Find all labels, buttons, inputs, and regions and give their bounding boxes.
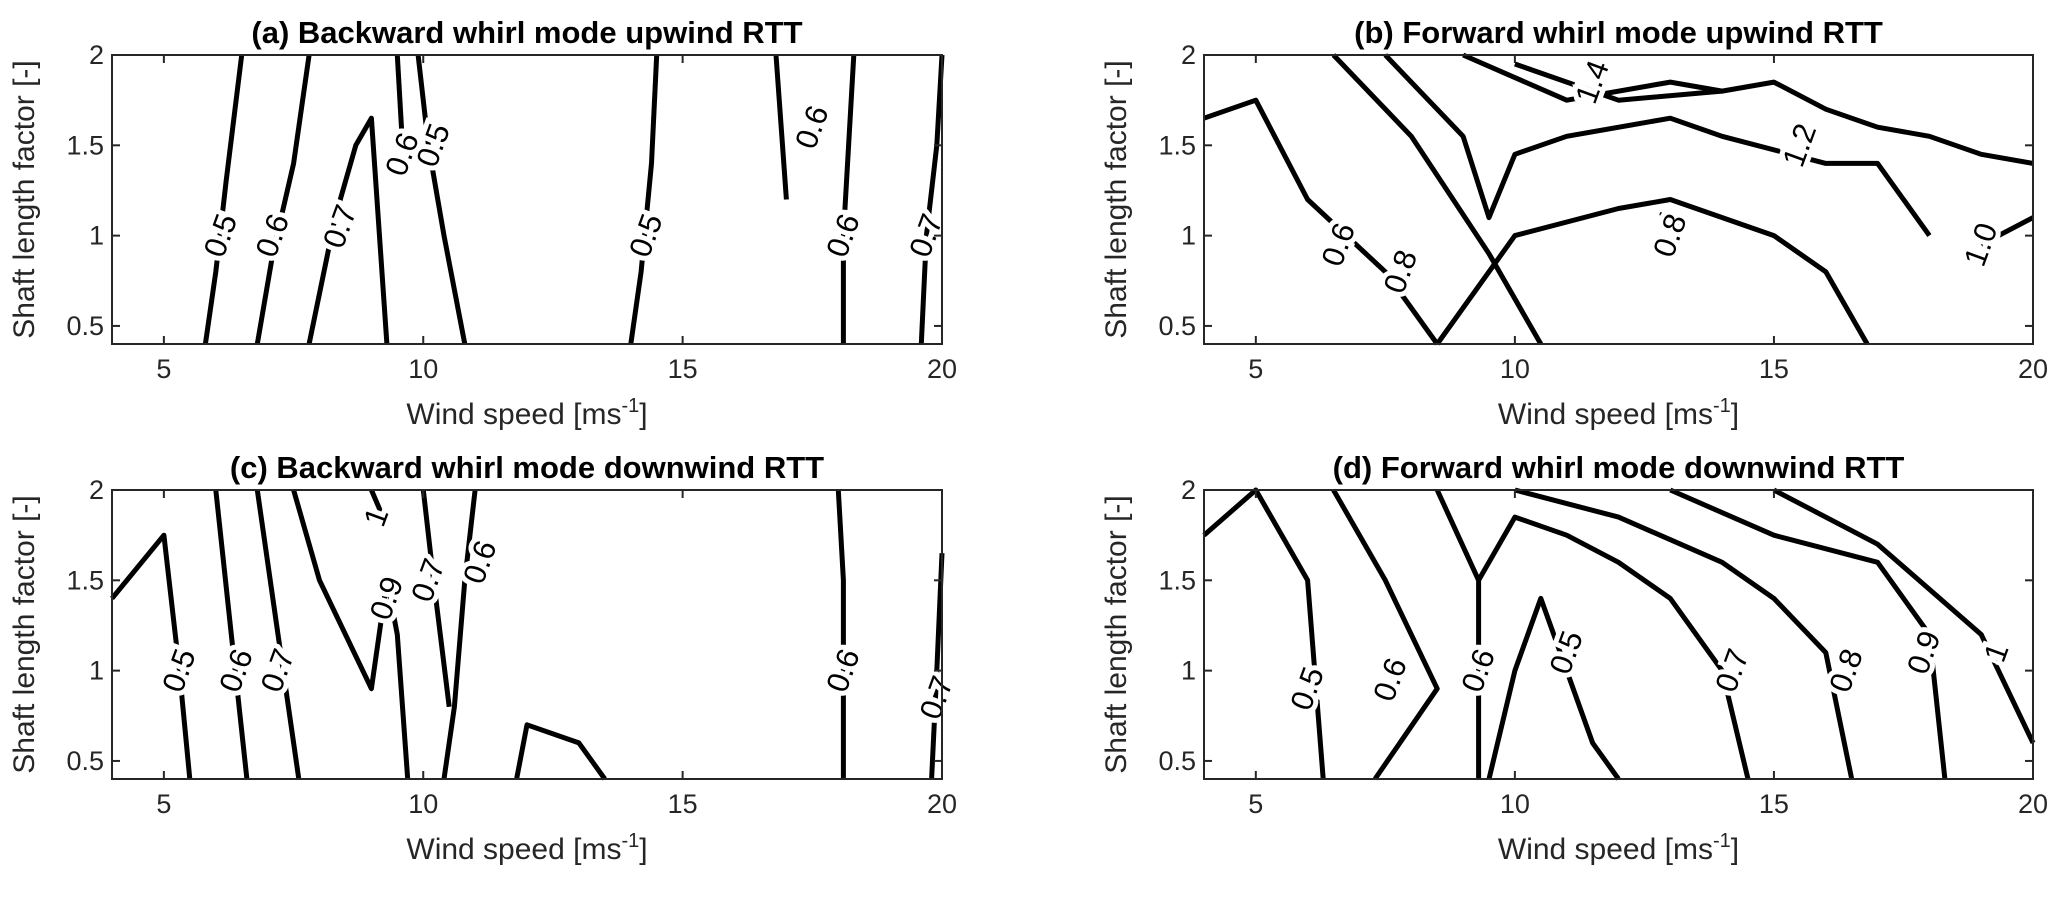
y-tick-label: 0.5	[1158, 746, 1196, 776]
contour-line-0.5	[628, 54, 660, 345]
x-tick-label: 10	[408, 789, 438, 819]
chart-title: (a) Backward whirl mode upwind RTT	[251, 15, 802, 50]
contour-line-0.5	[1202, 487, 1326, 780]
contour-line-unlabeled	[514, 722, 607, 781]
contour-line-0.9	[1669, 487, 1948, 780]
y-axis-label: Shaft length factor [-]	[1100, 60, 1133, 338]
y-tick-label: 1	[89, 656, 104, 686]
x-tick-label: 10	[1500, 354, 1530, 384]
y-tick-label: 0.5	[66, 311, 104, 341]
x-tick-label: 15	[1759, 354, 1789, 384]
contour-line-0.5	[110, 532, 193, 780]
contour-line-0.6	[1331, 488, 1440, 781]
contour-line-0.8	[1435, 197, 1870, 346]
plot-area	[111, 54, 943, 345]
x-tick-label: 5	[1248, 789, 1263, 819]
contour-line-0.9	[291, 489, 411, 780]
contour-line-1	[1772, 487, 2036, 744]
y-axis-label: Shaft length factor [-]	[1100, 495, 1133, 773]
chart-title: (c) Backward whirl mode downwind RTT	[230, 450, 824, 485]
contour-line-0.7	[306, 115, 390, 345]
contour-line-1.0	[1980, 215, 2035, 247]
plot-area	[1203, 54, 2034, 345]
y-tick-label: 1.5	[1158, 565, 1196, 595]
y-tick-label: 1.5	[66, 565, 104, 595]
contour-line-0.6	[840, 54, 857, 344]
x-tick-label: 20	[927, 789, 957, 819]
panel-d: 0.5 0.6 0.6 0.5 0.7 0.8 0.9 15 10 15 200.511.52(d)…	[1100, 450, 2048, 866]
x-tick-label: 20	[2018, 789, 2048, 819]
contour-line-0.8	[1331, 53, 1543, 346]
y-tick-label: 1.5	[66, 130, 104, 160]
x-tick-label: 20	[927, 354, 957, 384]
contour-line-0.6	[773, 54, 789, 200]
chart-title: (b) Forward whirl mode upwind RTT	[1354, 15, 1883, 50]
contour-line-0.6	[1203, 97, 1440, 346]
contour-line-0.7	[1476, 514, 1751, 780]
x-tick-label: 5	[156, 789, 171, 819]
y-tick-label: 1	[1181, 656, 1196, 686]
contour-line-0.6	[394, 54, 405, 146]
axes-border	[111, 54, 943, 345]
y-tick-label: 1.5	[1158, 130, 1196, 160]
y-tick-label: 1	[89, 221, 104, 251]
y-tick-label: 1	[1181, 221, 1196, 251]
axes-border	[1203, 489, 2034, 780]
contour-line-1.2	[1462, 52, 2034, 166]
x-axis-label: Wind speed [ms-1]	[406, 830, 647, 866]
contour-line-0.7	[420, 489, 452, 708]
y-axis-label: Shaft length factor [-]	[8, 60, 41, 338]
axes-border	[1203, 54, 2034, 345]
axes-border	[111, 489, 943, 780]
contour-line-0.7	[254, 489, 302, 780]
x-axis-label: Wind speed [ms-1]	[1498, 830, 1739, 866]
contour-line-0.6	[254, 54, 312, 345]
chart-title: (d) Forward whirl mode downwind RTT	[1333, 450, 1905, 485]
y-tick-label: 2	[1181, 475, 1196, 505]
contour-line-1	[1383, 53, 1932, 238]
y-tick-label: 0.5	[1158, 311, 1196, 341]
contour-line-0.6	[441, 489, 478, 780]
y-axis-label: Shaft length factor [-]	[8, 495, 41, 773]
contour-line-0.8	[1514, 487, 1855, 780]
x-tick-label: 5	[1248, 354, 1263, 384]
y-tick-label: 2	[1181, 40, 1196, 70]
panel-a: 0.5 0.6 0.70.60.50.50.60.6 0.75 10 15 200.511.…	[8, 15, 957, 431]
panel-c: 0.5 0.60.70.90.7 0.610.60.75 10 15 200.511.52…	[8, 450, 965, 866]
x-axis-label: Wind speed [ms-1]	[406, 395, 647, 431]
contour-line-0.5	[1486, 595, 1621, 781]
plot-area	[1203, 489, 2034, 780]
x-tick-label: 15	[1759, 789, 1789, 819]
contour-line-1.4	[1514, 61, 1723, 103]
x-tick-label: 5	[156, 354, 171, 384]
contour-line-0.5	[202, 54, 245, 345]
x-tick-label: 15	[668, 354, 698, 384]
contour-line-0.5	[415, 54, 468, 345]
contour-line-0.7	[918, 54, 945, 345]
contour-line-0.6	[835, 489, 846, 779]
x-tick-label: 20	[2018, 354, 2048, 384]
contour-line-0.6	[213, 489, 250, 780]
contour-line-1	[369, 489, 390, 528]
x-tick-label: 15	[668, 789, 698, 819]
x-axis-label: Wind speed [ms-1]	[1498, 395, 1739, 431]
y-tick-label: 2	[89, 475, 104, 505]
x-tick-label: 10	[408, 354, 438, 384]
y-tick-label: 0.5	[66, 746, 104, 776]
y-tick-label: 2	[89, 40, 104, 70]
panel-b: 0.60.810.81.21.41.05 10 15 200.511.52(b) Fo…	[1100, 15, 2048, 431]
x-tick-label: 10	[1500, 789, 1530, 819]
